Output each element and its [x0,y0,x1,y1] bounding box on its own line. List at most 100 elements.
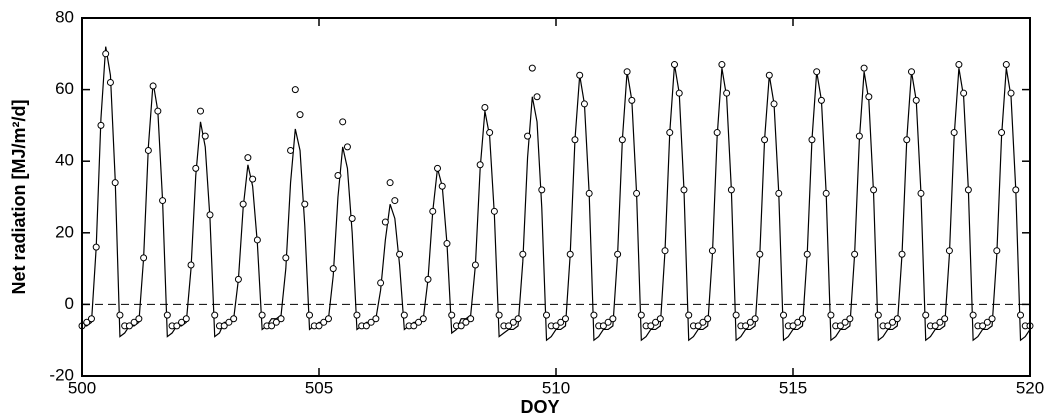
data-point [988,315,996,323]
data-point [742,322,750,330]
data-point [770,100,778,108]
data-point [391,197,399,205]
data-point [794,318,802,326]
data-point [367,318,375,326]
data-point [969,311,977,319]
data-point [893,315,901,323]
data-point [519,250,527,258]
y-tick-label: -20 [49,365,74,384]
data-point [486,129,494,137]
data-point [339,118,347,126]
data-point [557,318,565,326]
data-point [993,247,1001,255]
data-point [917,189,925,197]
data-point [353,311,361,319]
data-point [211,311,219,319]
data-point [178,318,186,326]
data-point [381,218,389,226]
data-point [870,186,878,194]
data-point [604,318,612,326]
data-point [780,311,788,319]
data-point [979,322,987,330]
y-tick-label: 0 [65,294,74,313]
data-point [495,311,503,319]
data-point [633,189,641,197]
data-point [998,129,1006,137]
data-point [576,71,584,79]
data-point [296,111,304,119]
data-point [524,132,532,140]
data-point [282,254,290,262]
data-point [675,89,683,97]
data-point [851,250,859,258]
data-point [258,311,266,319]
data-point [543,311,551,319]
data-point [950,129,958,137]
data-point [505,322,513,330]
data-point [841,318,849,326]
data-point [661,247,669,255]
data-point [140,254,148,262]
data-point [789,322,797,330]
data-point [277,315,285,323]
plot-frame [81,17,1031,377]
data-point [201,132,209,140]
data-point [457,322,465,330]
data-point [206,211,214,219]
data-point [590,311,598,319]
data-point [699,318,707,326]
data-point [83,318,91,326]
data-point [386,179,394,187]
data-point [922,311,930,319]
data-point [808,136,816,144]
data-point [637,311,645,319]
data-point [268,322,276,330]
data-point [761,136,769,144]
data-point [111,179,119,187]
data-point [514,315,522,323]
data-point [377,279,385,287]
data-point [144,146,152,154]
data-point [448,311,456,319]
data-point [874,311,882,319]
data-point [362,322,370,330]
y-tick-label: 40 [55,151,74,170]
data-point [434,164,441,172]
data-point [135,315,143,323]
data-point [197,107,204,115]
data-point [306,311,314,319]
data-point [903,136,911,144]
data-point [301,200,309,208]
data-point [846,315,854,323]
data-point [249,175,257,183]
data-point [945,247,953,255]
data-point [163,311,171,319]
data-point [315,322,323,330]
data-point [647,322,655,330]
data-point [220,322,228,330]
data-point [941,315,949,323]
data-point [438,182,446,190]
data-point [97,121,105,129]
data-point [291,86,299,94]
data-point [471,261,479,269]
data-point [419,315,427,323]
data-point [860,64,868,72]
x-tick-label: 510 [542,378,570,397]
data-point [628,96,636,104]
data-point [727,186,735,194]
data-point [836,322,844,330]
data-point [125,322,133,330]
data-point [192,164,200,172]
data-point [614,250,622,258]
data-point [599,322,607,330]
data-point [571,136,579,144]
data-point [798,315,806,323]
data-point [173,322,181,330]
data-point [102,50,110,58]
data-point [898,250,906,258]
data-point [244,154,252,162]
data-point [685,311,693,319]
data-point [618,136,626,144]
